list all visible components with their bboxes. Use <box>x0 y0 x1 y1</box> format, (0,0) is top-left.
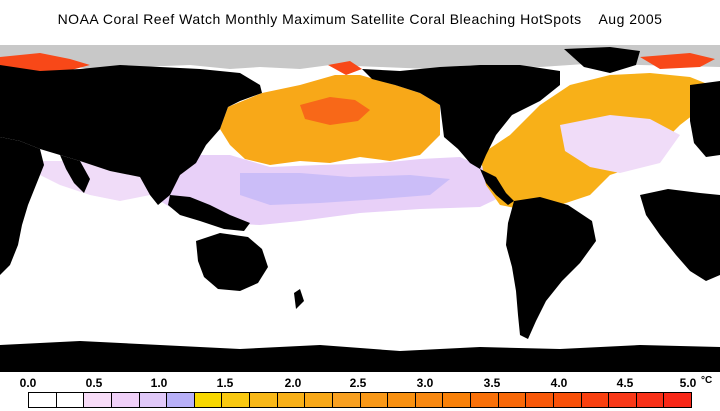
scale-color-cell <box>277 393 306 407</box>
africa-east <box>640 189 720 281</box>
india <box>60 155 90 193</box>
central-america <box>480 169 514 205</box>
tropical-pacific-band-deep <box>240 173 450 205</box>
scale-color-cell <box>664 393 691 407</box>
scale-color-cell <box>498 393 527 407</box>
south-america <box>506 197 596 339</box>
scale-color-cell <box>581 393 610 407</box>
scale-color-cell <box>443 393 471 407</box>
scale-color-cell <box>167 393 195 407</box>
scale-color-cell <box>139 393 168 407</box>
scale-color-cell <box>609 393 637 407</box>
scale-color-cell <box>388 393 416 407</box>
scale-color-cell <box>332 393 361 407</box>
scale-color-cell <box>29 393 57 407</box>
scale-color-cell <box>111 393 140 407</box>
scale-color-cell <box>56 393 85 407</box>
scale-label: 5.0 <box>679 376 697 390</box>
scale-color-cell <box>526 393 554 407</box>
scale-label: 3.0 <box>416 376 434 390</box>
scale-label: 1.0 <box>150 376 168 390</box>
eurasia-west <box>0 65 262 205</box>
map-title: NOAA Coral Reef Watch Monthly Maximum Sa… <box>57 11 663 27</box>
africa <box>0 137 44 275</box>
scale-color-cell <box>636 393 665 407</box>
scale-label: 4.0 <box>550 376 568 390</box>
scale-color-cell <box>222 393 250 407</box>
north-atlantic-light <box>560 115 680 173</box>
scale-color-cell <box>415 393 444 407</box>
scale-color-cell <box>250 393 278 407</box>
scale-color-cell <box>553 393 582 407</box>
greenland <box>564 47 640 73</box>
southeast-asia <box>168 195 250 231</box>
scale-label: 3.5 <box>483 376 501 390</box>
scale-labels: 0.0 0.5 1.0 1.5 2.0 2.5 3.0 3.5 4.0 4.5 … <box>0 376 720 390</box>
scale-label: 4.5 <box>616 376 634 390</box>
scale-color-cell <box>84 393 112 407</box>
color-scale-bar <box>28 392 692 408</box>
scale-label: 1.5 <box>216 376 234 390</box>
scale-color-cell <box>360 393 389 407</box>
scale-color-cell <box>471 393 499 407</box>
north-america <box>362 65 560 169</box>
europe-east <box>690 81 720 157</box>
scale-unit: °C <box>701 375 713 386</box>
scale-label: 0.5 <box>85 376 103 390</box>
scale-label: 2.0 <box>284 376 302 390</box>
arctic-hotspot-bering <box>328 61 362 75</box>
new-zealand <box>294 289 304 309</box>
scale-label: 2.5 <box>349 376 367 390</box>
australia <box>196 233 268 291</box>
scale-label: 0.0 <box>19 376 37 390</box>
world-map <box>0 45 720 372</box>
scale-color-cell <box>305 393 333 407</box>
scale-color-cell <box>194 393 223 407</box>
north-pacific-hot-core <box>300 97 370 125</box>
arctic-hotspot-east <box>640 53 715 69</box>
antarctica <box>0 341 720 372</box>
land-masses <box>0 47 720 372</box>
arctic-hotspot-west <box>0 53 90 73</box>
arctic-sea-ice <box>0 45 720 69</box>
